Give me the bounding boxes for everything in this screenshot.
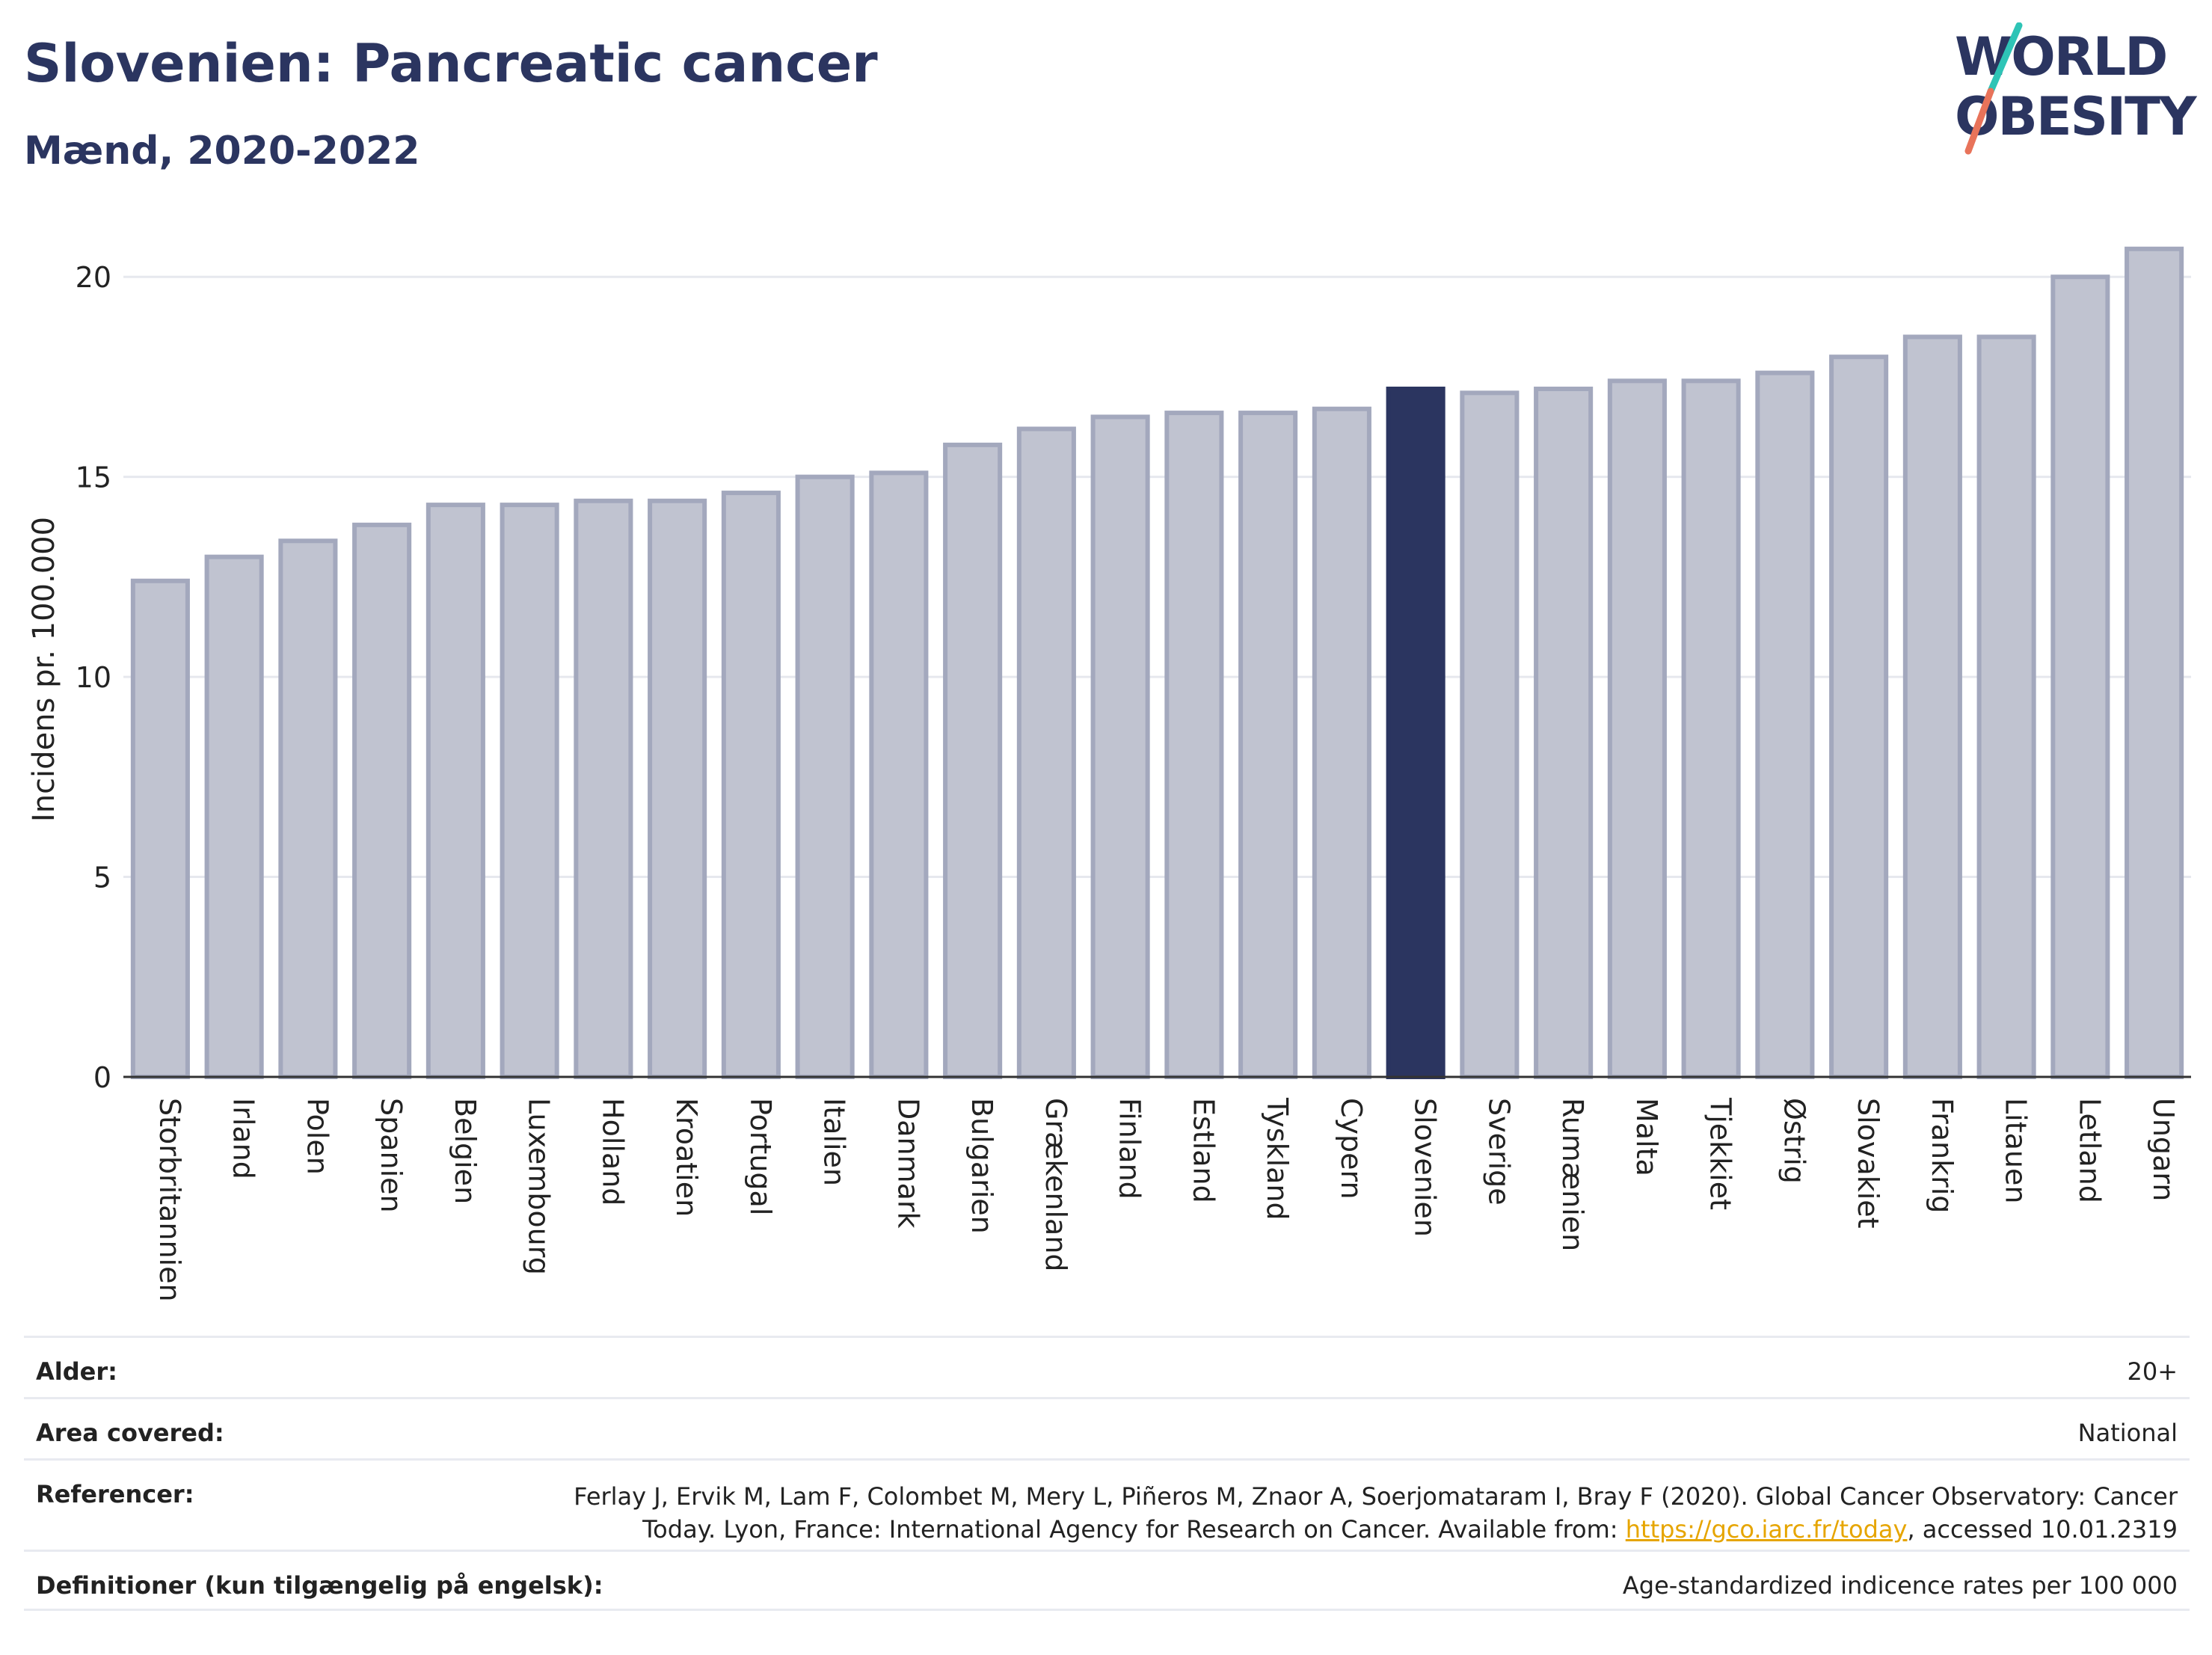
references-value: Ferlay J, Ervik M, Lam F, Colombet M, Me…	[574, 1480, 2178, 1546]
x-tick-label: Holland	[596, 1098, 629, 1206]
world-obesity-logo: WORLD OBESITY	[1955, 22, 2199, 155]
info-row-definitions: Definitioner (kun tilgængelig på engelsk…	[24, 1550, 2190, 1611]
bar-grækenland	[1016, 426, 1076, 1080]
y-axis-label: Incidens pr. 100.000	[27, 517, 61, 822]
x-tick-label: Danmark	[891, 1098, 924, 1229]
bar-danmark	[869, 470, 929, 1080]
bar-polen	[278, 538, 338, 1080]
references-text-1: Ferlay J, Ervik M, Lam F, Colombet M, Me…	[574, 1482, 2178, 1511]
bar-italien	[795, 474, 855, 1079]
x-tick-label: Ungarn	[2147, 1098, 2180, 1201]
x-tick-label: Tjekkiet	[1704, 1097, 1737, 1210]
bar-slovakiet	[1829, 354, 1889, 1080]
info-row-references: Referencer: Ferlay J, Ervik M, Lam F, Co…	[24, 1458, 2190, 1550]
x-tick-label: Spanien	[375, 1098, 408, 1213]
bar-kroatien	[648, 498, 707, 1079]
bar-tyskland	[1238, 411, 1298, 1079]
bar-frankrig	[1902, 334, 1962, 1080]
bars	[130, 246, 2184, 1080]
bar-luxembourg	[500, 503, 559, 1079]
x-tick-label: Rumænien	[1556, 1098, 1589, 1251]
area-label: Area covered:	[36, 1419, 224, 1447]
page-title: Slovenien: Pancreatic cancer	[24, 33, 878, 94]
age-label: Alder:	[36, 1357, 117, 1386]
x-tick-label: Østrig	[1778, 1098, 1810, 1184]
x-tick-label: Slovakiet	[1852, 1098, 1884, 1229]
y-tick-label: 0	[93, 1061, 111, 1094]
x-tick-label: Sverige	[1482, 1098, 1515, 1206]
bar-østrig	[1755, 370, 1815, 1079]
x-tick-label: Litauen	[2000, 1098, 2033, 1203]
bar-estland	[1164, 411, 1224, 1079]
x-tick-label: Luxembourg	[523, 1098, 556, 1275]
x-tick-label: Portugal	[744, 1098, 777, 1215]
definitions-value: Age-standardized indicence rates per 100…	[1622, 1571, 2178, 1600]
bar-malta	[1607, 378, 1667, 1080]
bar-belgien	[425, 503, 485, 1079]
x-tick-label: Cypern	[1335, 1098, 1368, 1200]
x-tick-label: Bulgarien	[965, 1098, 998, 1234]
logo-slash-bottom-icon	[1964, 87, 1994, 155]
x-tick-label: Storbritannien	[153, 1098, 186, 1302]
info-row-area: Area covered: National	[24, 1397, 2190, 1458]
bar-irland	[204, 554, 264, 1079]
references-label: Referencer:	[36, 1480, 194, 1508]
x-tick-label: Kroatien	[670, 1098, 703, 1217]
references-link[interactable]: https://gco.iarc.fr/today	[1625, 1515, 1908, 1544]
info-table: Alder: 20+ Area covered: National Refere…	[24, 1336, 2190, 1611]
bar-litauen	[1976, 334, 2036, 1080]
logo-line-1: WORLD	[1955, 26, 2166, 87]
bar-portugal	[721, 491, 781, 1079]
x-tick-label: Italien	[818, 1098, 851, 1186]
area-value: National	[2077, 1419, 2178, 1447]
bar-finland	[1090, 414, 1150, 1080]
logo-slash-top-icon	[1987, 22, 2023, 95]
definitions-label: Definitioner (kun tilgængelig på engelsk…	[36, 1571, 603, 1600]
bar-sverige	[1460, 390, 1520, 1080]
age-value: 20+	[2127, 1357, 2178, 1386]
x-tick-label: Belgien	[449, 1098, 482, 1204]
x-tick-label: Frankrig	[1926, 1098, 1958, 1213]
bar-slovenien	[1386, 387, 1446, 1079]
y-tick-label: 10	[76, 661, 111, 694]
x-tick-label: Finland	[1113, 1098, 1146, 1200]
references-text-2: Today. Lyon, France: International Agenc…	[642, 1515, 1626, 1544]
bar-ungarn	[2125, 246, 2184, 1080]
bar-spanien	[352, 522, 412, 1079]
x-tick-label: Irland	[227, 1098, 260, 1179]
x-tick-label: Polen	[301, 1098, 334, 1175]
x-tick-label: Grækenland	[1039, 1098, 1072, 1272]
x-tick-label: Malta	[1630, 1098, 1663, 1176]
x-tick-label: Tyskland	[1261, 1097, 1294, 1220]
x-tick-labels: Storbritannien Irland Polen Spanien Belgien L…	[153, 1097, 2180, 1302]
x-tick-label: Slovenien	[1409, 1098, 1442, 1237]
references-text-3: , accessed 10.01.2319	[1907, 1515, 2178, 1544]
page-subtitle: Mænd, 2020-2022	[24, 129, 420, 174]
y-tick-label: 15	[76, 461, 111, 494]
bar-rumænien	[1534, 387, 1594, 1079]
bar-storbritannien	[130, 578, 190, 1079]
x-tick-label: Estland	[1187, 1098, 1220, 1203]
y-tick-labels: 0 5 10 15 20	[76, 261, 111, 1094]
y-tick-label: 20	[76, 261, 111, 294]
y-tick-label: 5	[93, 862, 111, 894]
bar-letland	[2050, 274, 2110, 1080]
bar-holland	[574, 498, 633, 1079]
bar-tjekkiet	[1681, 378, 1741, 1080]
bar-cypern	[1312, 406, 1371, 1079]
x-tick-label: Letland	[2073, 1098, 2106, 1203]
bar-bulgarien	[943, 442, 1003, 1079]
logo-line-2: OBESITY	[1955, 86, 2198, 147]
info-row-age: Alder: 20+	[24, 1336, 2190, 1397]
bar-chart: 0 5 10 15 20 Storbritannien Irland Polen Spanie…	[27, 246, 2191, 1302]
